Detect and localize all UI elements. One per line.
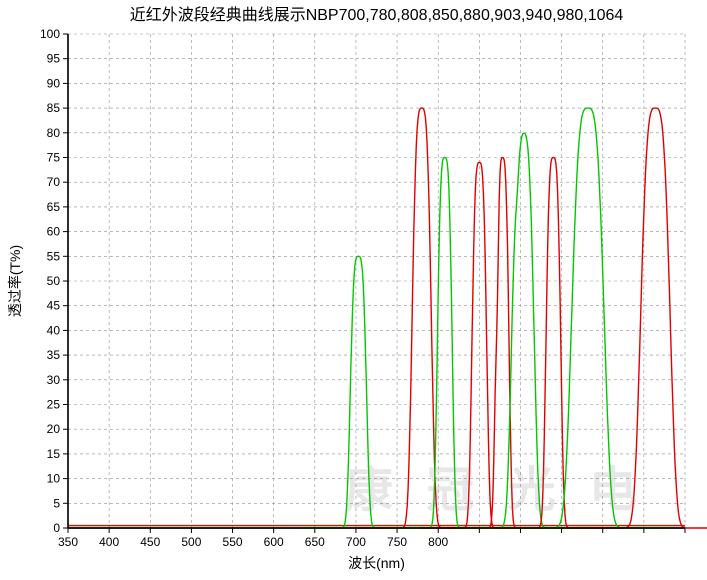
svg-text:60: 60 <box>47 225 61 239</box>
svg-text:350: 350 <box>58 535 78 549</box>
svg-text:85: 85 <box>47 101 61 115</box>
svg-text:550: 550 <box>223 535 243 549</box>
svg-text:90: 90 <box>47 76 61 90</box>
svg-text:45: 45 <box>47 299 61 313</box>
svg-text:500: 500 <box>181 535 201 549</box>
svg-text:700: 700 <box>346 535 366 549</box>
svg-text:80: 80 <box>47 126 61 140</box>
chart-title: 近红外波段经典曲线展示NBP700,780,808,850,880,903,94… <box>130 6 624 24</box>
chart-container: 0 5 10 15 20 25 30 35 40 45 50 55 60 65 70 75 80 85 90 95 10… <box>0 0 707 580</box>
svg-text:70: 70 <box>47 175 61 189</box>
svg-text:450: 450 <box>140 535 160 549</box>
y-axis-label: 透过率(T%) <box>7 245 23 317</box>
svg-text:100: 100 <box>40 27 60 41</box>
svg-text:0: 0 <box>53 521 60 535</box>
svg-text:40: 40 <box>47 323 61 337</box>
svg-text:750: 750 <box>387 535 407 549</box>
svg-text:800: 800 <box>428 535 448 549</box>
svg-text:5: 5 <box>53 496 60 510</box>
svg-text:20: 20 <box>47 422 61 436</box>
svg-text:15: 15 <box>47 447 61 461</box>
svg-text:600: 600 <box>264 535 284 549</box>
svg-text:50: 50 <box>47 274 61 288</box>
svg-text:25: 25 <box>47 398 61 412</box>
svg-text:400: 400 <box>99 535 119 549</box>
svg-text:10: 10 <box>47 472 61 486</box>
svg-text:650: 650 <box>305 535 325 549</box>
transmittance-chart: 0 5 10 15 20 25 30 35 40 45 50 55 60 65 70 75 80 85 90 95 10… <box>0 0 707 580</box>
x-axis-label: 波长(nm) <box>348 555 405 571</box>
svg-text:65: 65 <box>47 200 61 214</box>
svg-text:35: 35 <box>47 348 61 362</box>
svg-text:30: 30 <box>47 373 61 387</box>
svg-text:75: 75 <box>47 151 61 165</box>
svg-text:55: 55 <box>47 249 61 263</box>
svg-text:95: 95 <box>47 52 61 66</box>
